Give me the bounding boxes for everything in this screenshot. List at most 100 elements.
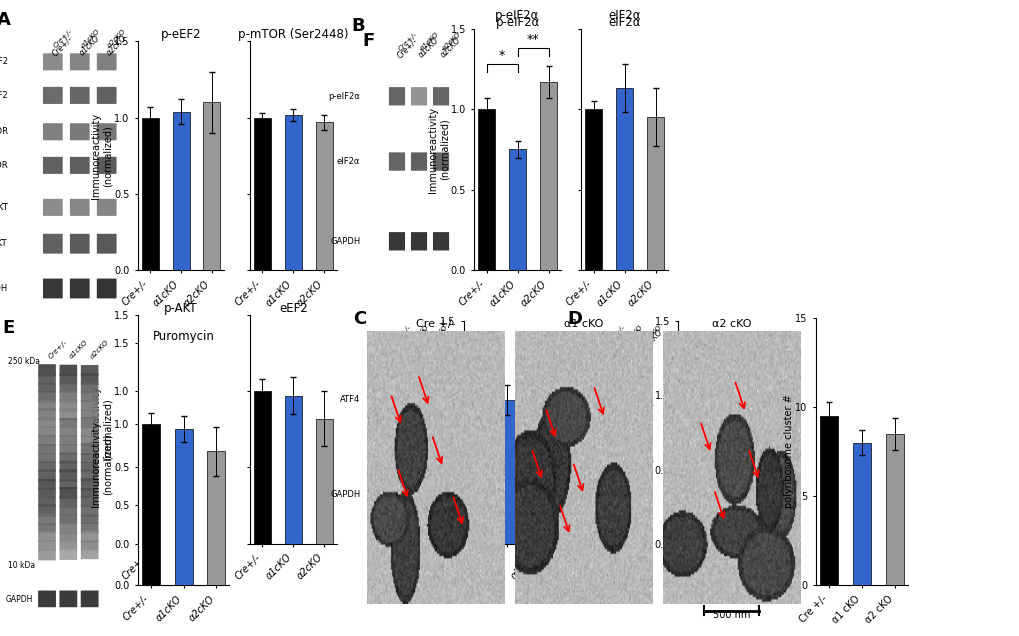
FancyBboxPatch shape [70, 279, 90, 298]
FancyBboxPatch shape [59, 522, 77, 534]
FancyBboxPatch shape [384, 487, 397, 503]
Text: eIF2α: eIF2α [607, 9, 640, 22]
Bar [712, 384, 730, 544]
FancyBboxPatch shape [70, 234, 90, 254]
FancyBboxPatch shape [97, 87, 116, 104]
FancyBboxPatch shape [421, 391, 434, 408]
FancyBboxPatch shape [635, 487, 648, 503]
Bar [468, 396, 485, 544]
Bar [315, 122, 332, 270]
Bar [203, 102, 220, 270]
FancyBboxPatch shape [81, 496, 99, 507]
Text: Cre+/-: Cre+/- [603, 328, 628, 352]
Bar [852, 443, 870, 585]
FancyBboxPatch shape [43, 199, 62, 216]
Bar [615, 88, 633, 270]
Text: A: A [0, 11, 10, 29]
Bar [203, 403, 220, 544]
Text: mTOR: mTOR [0, 161, 8, 170]
Text: ATF4: ATF4 [340, 394, 361, 404]
FancyBboxPatch shape [43, 157, 62, 174]
FancyBboxPatch shape [38, 373, 56, 385]
FancyBboxPatch shape [616, 487, 630, 503]
FancyBboxPatch shape [38, 504, 56, 516]
Text: eEF2: eEF2 [0, 91, 8, 100]
Text: Cre+/-: Cre+/- [51, 34, 74, 58]
Y-axis label: Immunoreactivity
(normalized): Immunoreactivity (normalized) [427, 106, 448, 193]
FancyBboxPatch shape [616, 391, 630, 408]
FancyBboxPatch shape [97, 234, 116, 254]
FancyBboxPatch shape [38, 540, 56, 551]
FancyBboxPatch shape [70, 199, 90, 216]
Title: Puromycin: Puromycin [153, 331, 214, 343]
FancyBboxPatch shape [81, 531, 99, 543]
Text: α1cKO: α1cKO [419, 31, 439, 52]
Text: α2cKO: α2cKO [428, 323, 448, 344]
Bar [142, 118, 159, 270]
Bar [254, 391, 271, 544]
FancyBboxPatch shape [43, 234, 62, 254]
Y-axis label: polyribosome cluster #: polyribosome cluster # [784, 395, 793, 508]
FancyBboxPatch shape [38, 462, 56, 472]
FancyBboxPatch shape [81, 426, 99, 437]
FancyBboxPatch shape [81, 443, 99, 455]
Y-axis label: Immunoreactivity
(normalized): Immunoreactivity (normalized) [91, 113, 112, 199]
FancyBboxPatch shape [43, 87, 62, 104]
FancyBboxPatch shape [635, 391, 648, 408]
Text: α1cKO: α1cKO [408, 328, 431, 352]
Text: GAPDH: GAPDH [5, 595, 33, 604]
FancyBboxPatch shape [38, 591, 56, 607]
FancyBboxPatch shape [432, 232, 448, 251]
FancyBboxPatch shape [388, 153, 405, 170]
FancyBboxPatch shape [81, 550, 99, 559]
FancyBboxPatch shape [59, 480, 77, 489]
FancyBboxPatch shape [59, 436, 77, 445]
Text: α2cKO: α2cKO [107, 28, 127, 49]
Bar [498, 400, 516, 544]
Text: C: C [353, 310, 366, 328]
Text: Cre+/-: Cre+/- [53, 28, 74, 50]
FancyBboxPatch shape [59, 515, 77, 524]
Title: α1 cKO: α1 cKO [564, 319, 603, 329]
Title: p-eEF2: p-eEF2 [161, 29, 201, 41]
Text: GAPDH: GAPDH [544, 490, 575, 499]
FancyBboxPatch shape [81, 410, 99, 419]
FancyBboxPatch shape [59, 461, 77, 473]
Text: p-AKT: p-AKT [0, 203, 8, 212]
FancyBboxPatch shape [38, 435, 56, 446]
FancyBboxPatch shape [59, 391, 77, 403]
FancyBboxPatch shape [59, 506, 77, 515]
Text: 500 nm: 500 nm [712, 610, 750, 620]
Text: α2cKO: α2cKO [439, 36, 463, 60]
FancyBboxPatch shape [81, 382, 99, 393]
Title: Cre +/-: Cre +/- [416, 319, 455, 329]
FancyBboxPatch shape [38, 469, 56, 481]
Text: F: F [362, 32, 374, 50]
FancyBboxPatch shape [421, 487, 434, 503]
Bar [284, 114, 302, 270]
Text: α1cKO: α1cKO [417, 36, 440, 60]
Text: p-eEF2: p-eEF2 [0, 57, 8, 66]
Text: α1cKO: α1cKO [410, 323, 430, 344]
Text: GAPDH: GAPDH [0, 284, 8, 293]
FancyBboxPatch shape [97, 53, 116, 71]
Text: Cre+/-: Cre+/- [391, 323, 412, 345]
FancyBboxPatch shape [81, 591, 99, 607]
Bar [529, 403, 546, 544]
Text: *: * [498, 50, 504, 62]
FancyBboxPatch shape [411, 232, 427, 251]
Title: p-AKT: p-AKT [164, 302, 198, 315]
FancyBboxPatch shape [81, 436, 99, 445]
FancyBboxPatch shape [81, 373, 99, 385]
FancyBboxPatch shape [59, 452, 77, 464]
FancyBboxPatch shape [81, 365, 99, 376]
FancyBboxPatch shape [59, 496, 77, 508]
Bar [142, 391, 159, 544]
Text: GAPDH: GAPDH [330, 490, 361, 499]
Title: p-mTOR (Ser2448): p-mTOR (Ser2448) [237, 29, 348, 41]
Text: **: ** [527, 33, 539, 46]
Bar [508, 149, 526, 270]
Text: p-eIF2α: p-eIF2α [494, 9, 539, 22]
FancyBboxPatch shape [43, 123, 62, 141]
FancyBboxPatch shape [403, 391, 416, 408]
